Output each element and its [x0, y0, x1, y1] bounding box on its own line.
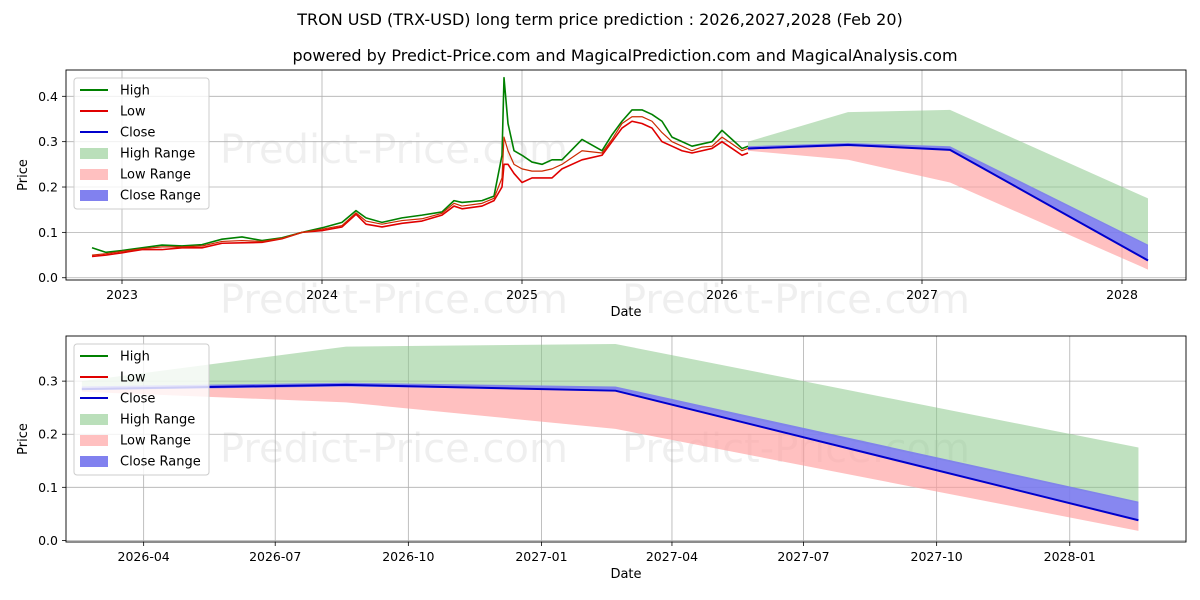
legend-patch-high-range	[80, 414, 108, 425]
y-tick-label: 0.2	[38, 427, 58, 442]
x-tick-label: 2024	[306, 287, 338, 302]
close-forecast-line	[81, 383, 1139, 522]
y-tick-label: 0.3	[38, 134, 58, 149]
plot-area	[81, 343, 1139, 531]
chart-subtitle: powered by Predict-Price.com and Magical…	[292, 46, 957, 65]
chart-panel-overview: Predict-Price.com Predict-Price.com Predic…	[16, 69, 1187, 323]
legend-patch-high-range	[80, 148, 108, 159]
legend-label: Low Range	[120, 434, 191, 449]
legend-patch-low-range	[80, 435, 108, 446]
legend: High Low Close High Range Low Range Close Ran…	[73, 343, 210, 476]
y-tick-label: 0.0	[38, 533, 58, 548]
y-axis-label: Price	[16, 423, 31, 455]
watermark-text: Predict-Price.com	[220, 277, 568, 323]
x-tick-label: 2027-01	[515, 549, 567, 564]
legend-label: Low	[120, 371, 146, 386]
y-tick-label: 0.1	[38, 225, 58, 240]
x-tick-label: 2023	[106, 287, 138, 302]
low-range-band	[81, 386, 1139, 531]
x-tick-label: 2026-10	[382, 549, 434, 564]
y-tick-label: 0.3	[38, 374, 58, 389]
legend-label: Close Range	[120, 455, 201, 470]
legend-label: High Range	[120, 147, 195, 162]
plot-frame	[65, 69, 1187, 281]
legend-patch-close-range	[80, 456, 108, 467]
legend-label: High	[120, 350, 150, 365]
close-history-line	[91, 116, 749, 256]
close-forecast-line	[747, 143, 1149, 262]
x-axis-label: Date	[610, 567, 641, 582]
legend-label: Close Range	[120, 189, 201, 204]
x-tick-label: 2026-04	[118, 549, 170, 564]
x-tick-label: 2026	[706, 287, 738, 302]
x-tick-label: 2028-01	[1044, 549, 1096, 564]
x-tick-label: 2027-10	[911, 549, 963, 564]
watermark-text: Predict-Price.com	[622, 277, 970, 323]
x-tick-label: 2027-04	[646, 549, 698, 564]
plot-frame	[65, 335, 1187, 543]
watermark-text: Predict-Price.com	[220, 426, 568, 472]
legend-label: Low	[120, 105, 146, 120]
chart-title: TRON USD (TRX-USD) long term price predi…	[296, 10, 903, 29]
high-series-line	[91, 76, 749, 254]
legend-label: High Range	[120, 413, 195, 428]
x-tick-label: 2027	[906, 287, 938, 302]
watermark-text: Predict-Price.com	[220, 127, 568, 173]
legend-patch-low-range	[80, 169, 108, 180]
y-tick-label: 0.4	[38, 89, 58, 104]
y-tick-label: 0.0	[38, 270, 58, 285]
x-tick-label: 2025	[506, 287, 538, 302]
legend: High Low Close High Range Low Range Close Ran…	[73, 77, 210, 210]
y-axis-label: Price	[16, 159, 31, 191]
legend-label: Low Range	[120, 168, 191, 183]
x-tick-label: 2027-07	[777, 549, 829, 564]
low-range-band	[748, 146, 1148, 270]
legend-patch-close-range	[80, 190, 108, 201]
chart-panel-forecast-detail: Predict-Price.comPredict-Price.com2026-0…	[16, 335, 1187, 582]
legend-label: High	[120, 84, 150, 99]
legend-label: Close	[120, 392, 155, 407]
plot-area	[91, 76, 1149, 270]
x-tick-label: 2026-07	[249, 549, 301, 564]
y-tick-label: 0.1	[38, 480, 58, 495]
x-axis-label: Date	[610, 305, 641, 320]
x-tick-label: 2028	[1106, 287, 1138, 302]
y-tick-label: 0.2	[38, 180, 58, 195]
legend-label: Close	[120, 126, 155, 141]
low-series-line	[91, 120, 749, 258]
